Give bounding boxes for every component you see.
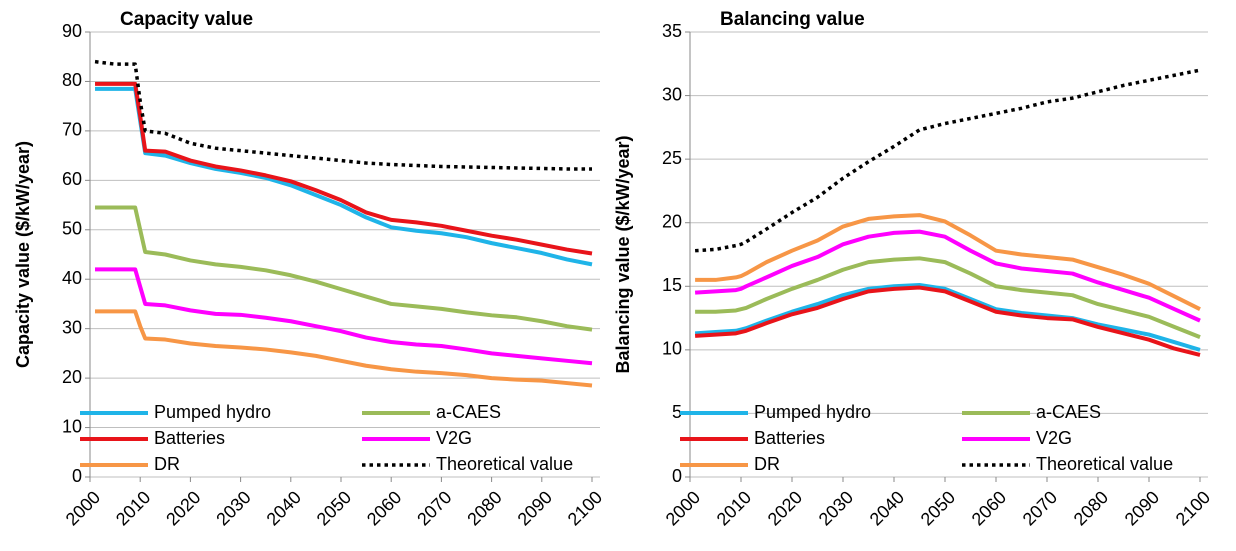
- y-tick-label: 20: [62, 367, 82, 387]
- legend-label: Pumped hydro: [154, 402, 271, 422]
- x-tick-label: 2010: [112, 487, 154, 529]
- series-line: [694, 283, 1201, 352]
- x-tick-label: 2060: [363, 487, 405, 529]
- x-tick-label: 2080: [1070, 487, 1112, 529]
- y-tick-label: 35: [662, 21, 682, 41]
- series-line: [694, 229, 1201, 323]
- y-tick-label: 0: [672, 466, 682, 486]
- legend-label: a-CAES: [1036, 402, 1101, 422]
- series-line: [95, 205, 593, 332]
- x-tick-label: 2050: [917, 487, 959, 529]
- legend-label: DR: [754, 454, 780, 474]
- x-tick-label: 2100: [1172, 487, 1214, 529]
- series-line: [94, 59, 592, 171]
- series-line: [694, 68, 1201, 253]
- chart-title: Capacity value: [120, 9, 253, 30]
- legend-label: a-CAES: [436, 402, 501, 422]
- series-line: [95, 267, 593, 366]
- x-tick-label: 2000: [62, 487, 104, 529]
- x-tick-label: 2090: [514, 487, 556, 529]
- x-tick-label: 2020: [764, 487, 806, 529]
- series-line: [695, 213, 1201, 311]
- series-line: [694, 285, 1201, 357]
- series-line: [95, 309, 593, 388]
- legend-label: Theoretical value: [1036, 454, 1173, 474]
- y-tick-label: 50: [62, 219, 82, 239]
- legend-label: V2G: [1036, 428, 1072, 448]
- y-axis-label: Balancing value ($/kW/year): [613, 135, 633, 373]
- y-axis-label: Capacity value ($/kW/year): [13, 141, 33, 368]
- legend-label: Batteries: [154, 428, 225, 448]
- y-tick-label: 5: [672, 402, 682, 422]
- x-tick-label: 2050: [313, 487, 355, 529]
- x-tick-label: 2100: [564, 487, 606, 529]
- x-tick-label: 2040: [866, 487, 908, 529]
- y-tick-label: 70: [62, 120, 82, 140]
- series-line: [695, 256, 1201, 340]
- x-tick-label: 2020: [162, 487, 204, 529]
- x-tick-label: 2040: [263, 487, 305, 529]
- y-tick-label: 20: [662, 211, 682, 231]
- x-tick-label: 2030: [815, 487, 857, 529]
- x-tick-label: 2060: [968, 487, 1010, 529]
- y-tick-label: 80: [62, 70, 82, 90]
- y-tick-label: 0: [72, 466, 82, 486]
- y-tick-label: 60: [62, 169, 82, 189]
- y-tick-label: 40: [62, 268, 82, 288]
- legend-label: V2G: [436, 428, 472, 448]
- chart-title: Balancing value: [720, 9, 865, 30]
- y-tick-label: 10: [62, 416, 82, 436]
- x-tick-label: 2010: [713, 487, 755, 529]
- x-tick-label: 2070: [413, 487, 455, 529]
- y-tick-label: 90: [62, 21, 82, 41]
- legend-label: Theoretical value: [436, 454, 573, 474]
- x-tick-label: 2090: [1121, 487, 1163, 529]
- y-tick-label: 25: [662, 148, 682, 168]
- legend-label: Batteries: [754, 428, 825, 448]
- x-tick-label: 2000: [662, 487, 704, 529]
- y-tick-label: 30: [62, 317, 82, 337]
- y-tick-label: 15: [662, 275, 682, 295]
- y-tick-label: 30: [662, 84, 682, 104]
- legend-label: Pumped hydro: [754, 402, 871, 422]
- y-tick-label: 10: [662, 339, 682, 359]
- x-tick-label: 2030: [212, 487, 254, 529]
- series-line: [95, 81, 593, 256]
- x-tick-label: 2070: [1019, 487, 1061, 529]
- x-tick-label: 2080: [463, 487, 505, 529]
- legend-label: DR: [154, 454, 180, 474]
